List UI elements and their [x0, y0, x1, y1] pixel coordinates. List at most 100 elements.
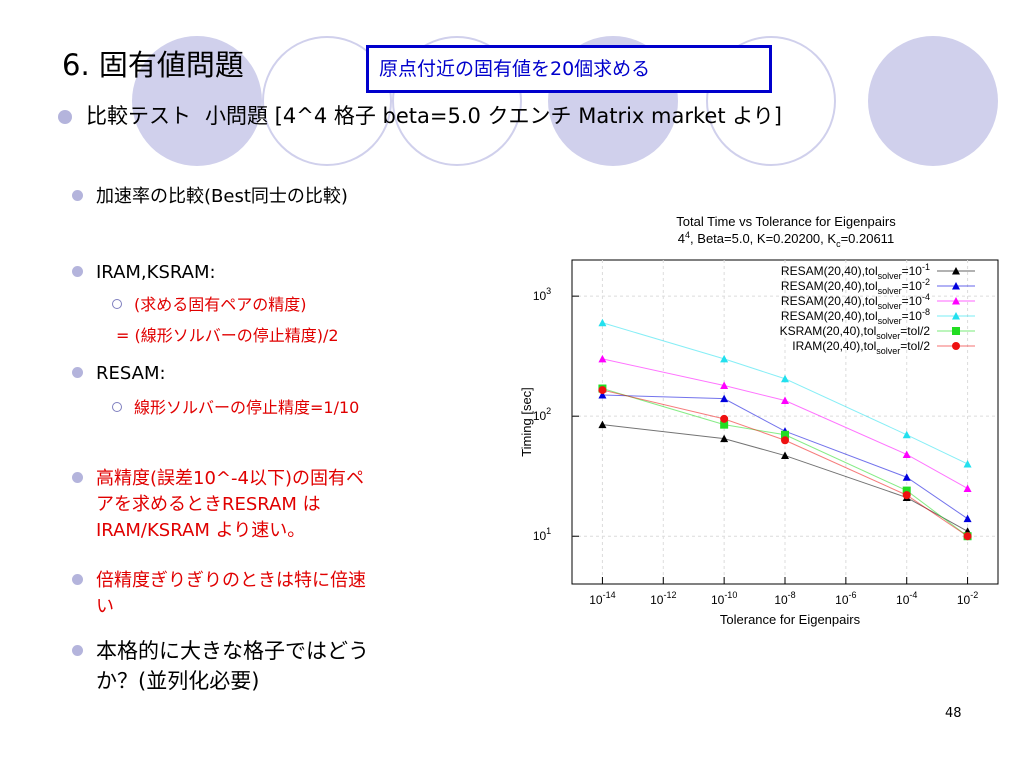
data-point [963, 514, 972, 523]
bullet-icon [72, 189, 83, 201]
chart-subtitle: 44, Beta=5.0, K=0.20200, Kc=0.20611 [678, 230, 894, 249]
bullet-text: IRAM,KSRAM: [96, 262, 216, 283]
legend-label: RESAM(20,40),tolsolver=10-2 [781, 277, 930, 296]
bullet-item: 倍精度ぎりぎりのときは特に倍速い [72, 568, 366, 620]
legend-label: RESAM(20,40),tolsolver=10-8 [781, 307, 930, 326]
data-point [902, 473, 911, 481]
data-point [963, 459, 972, 468]
legend-label: IRAM(20,40),tolsolver=tol/2 [792, 339, 930, 356]
decor-circle [262, 36, 392, 166]
y-tick-label: 101 [533, 526, 551, 543]
bullet-text: RESAM: [96, 363, 166, 384]
legend-entry: IRAM(20,40),tolsolver=tol/2 [792, 339, 975, 356]
x-tick-label: 10-10 [711, 590, 737, 607]
subtitle-main: 比較テスト [86, 104, 191, 128]
subtitle-rest: 小問題 [4^4 格子 beta=5.0 クエンチ Matrix market … [205, 104, 782, 128]
bullet-icon [72, 644, 83, 656]
ring-bullet-icon [112, 298, 122, 309]
ring-bullet-icon [112, 401, 122, 412]
bullet-icon [72, 471, 83, 483]
page-number: 48 [945, 706, 962, 721]
sub-bullet-text: (求める固有ペアの精度) [134, 295, 307, 314]
data-point [781, 430, 789, 439]
bullet-text: 本格的に大きな格子ではどう か？(並列化必要) [96, 639, 369, 693]
sub-bullet-text: = (線形ソルバーの停止精度)/2 [116, 326, 339, 345]
sub-bullet-text: 線形ソルバーの停止精度=1/10 [134, 398, 360, 417]
decor-circle [868, 36, 998, 166]
x-tick-label: 10-4 [896, 590, 917, 607]
data-point [720, 381, 729, 390]
decor-circle [392, 36, 522, 166]
bullet-item: RESAM: [72, 361, 166, 387]
legend-entry: RESAM(20,40),tolsolver=10-2 [781, 277, 975, 296]
legend-entry: RESAM(20,40),tolsolver=10-1 [781, 262, 975, 281]
slide-title: 6. 固有値問題 [62, 48, 244, 82]
data-point [720, 434, 729, 443]
legend-entry: RESAM(20,40),tolsolver=10-8 [781, 307, 975, 326]
series-6 [598, 386, 972, 541]
legend-label: RESAM(20,40),tolsolver=10-1 [781, 262, 930, 281]
x-tick-label: 10-12 [650, 590, 676, 607]
legend-marker [952, 342, 960, 350]
bullet-item: IRAM,KSRAM: [72, 260, 216, 286]
x-tick-label: 10-8 [774, 590, 795, 607]
legend-marker [952, 312, 960, 320]
legend-label: RESAM(20,40),tolsolver=10-4 [781, 292, 930, 311]
legend-entry: RESAM(20,40),tolsolver=10-4 [781, 292, 975, 311]
bullet-icon [72, 573, 83, 585]
bullet-item: 本格的に大きな格子ではどう か？(並列化必要) [72, 636, 369, 696]
bullet-text: 加速率の比較(Best同士の比較) [96, 186, 348, 207]
y-tick-label: 102 [533, 406, 551, 423]
y-tick-label: 103 [533, 286, 551, 303]
decor-circle [132, 36, 262, 166]
data-point [902, 486, 911, 495]
series-5 [598, 384, 972, 541]
data-point [781, 396, 789, 405]
x-tick-label: 10-14 [589, 590, 615, 607]
bullet-icon [72, 366, 83, 378]
bullet-text: 高精度(誤差10^-4以下)の固有ペ アを求めるときRESRAM は IRAM/KS… [96, 468, 364, 541]
data-point [781, 436, 789, 445]
data-point [902, 430, 911, 439]
chart-container: Total Time vs Tolerance for Eigenpairs 44… [512, 208, 1012, 634]
data-point [720, 354, 729, 363]
bullet-text: 倍精度ぎりぎりのときは特に倍速い [96, 570, 366, 617]
bullet-icon [58, 110, 72, 124]
bullet-icon [72, 265, 83, 277]
series-4 [598, 318, 972, 468]
chart-title: Total Time vs Tolerance for Eigenpairs [676, 214, 896, 229]
data-point [598, 318, 607, 327]
legend-marker [952, 297, 960, 305]
legend-marker [952, 327, 960, 335]
data-point [902, 491, 911, 500]
legend-marker [952, 282, 960, 290]
data-point [598, 391, 607, 399]
decor-circle [706, 36, 836, 166]
x-tick-label: 10-6 [835, 590, 856, 607]
legend-marker [952, 267, 960, 275]
data-point [781, 374, 789, 383]
callout-box: 原点付近の固有値を20個求める [366, 45, 772, 93]
legend-entry: KSRAM(20,40),tolsolver=tol/2 [780, 324, 975, 341]
y-axis-label: Timing [sec] [519, 387, 534, 457]
subtitle-row: 比較テスト 小問題 [4^4 格子 beta=5.0 クエンチ Matrix ma… [58, 100, 782, 130]
bullet-item: 高精度(誤差10^-4以下)の固有ペ アを求めるときRESRAM は IRAM/KS… [72, 466, 364, 544]
data-point [598, 386, 607, 395]
data-point [963, 532, 972, 541]
sub-bullet-item: 線形ソルバーの停止精度=1/10 [112, 396, 359, 420]
data-point [781, 451, 789, 460]
data-point [598, 354, 607, 363]
sub-bullet-item: (求める固有ペアの精度) [112, 293, 307, 317]
data-point [963, 484, 972, 492]
data-point [720, 394, 729, 403]
data-point [720, 414, 729, 423]
data-point [720, 420, 729, 429]
legend-label: KSRAM(20,40),tolsolver=tol/2 [780, 324, 931, 341]
series-3 [598, 354, 972, 492]
bullet-item: 加速率の比較(Best同士の比較) [72, 184, 348, 210]
chart-svg: Total Time vs Tolerance for Eigenpairs44… [519, 214, 999, 627]
x-tick-label: 10-2 [957, 590, 978, 607]
data-point [598, 420, 607, 429]
data-point [902, 450, 911, 458]
x-axis-label: Tolerance for Eigenpairs [720, 612, 861, 627]
